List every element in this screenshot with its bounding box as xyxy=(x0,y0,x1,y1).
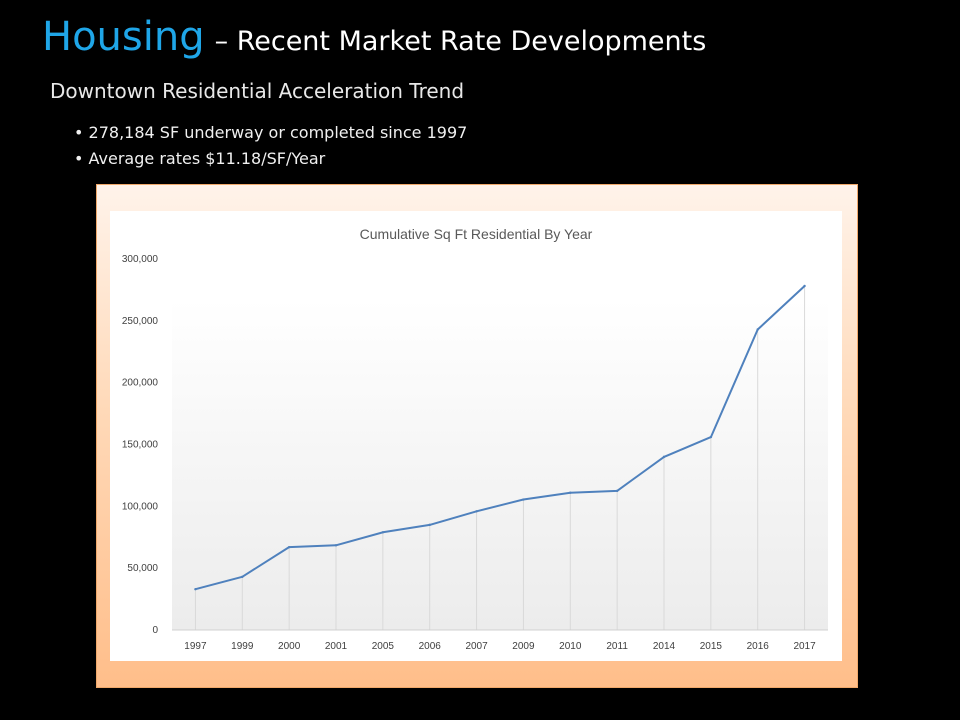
data-point xyxy=(522,498,525,501)
y-tick-label: 50,000 xyxy=(127,563,158,574)
bullet-item: 278,184 SF underway or completed since 1… xyxy=(74,120,468,146)
x-tick-label: 2010 xyxy=(559,641,582,652)
data-point xyxy=(615,489,619,493)
x-tick-label: 2011 xyxy=(606,641,628,652)
data-point xyxy=(287,545,291,549)
x-tick-label: 2006 xyxy=(419,641,442,652)
data-point xyxy=(194,587,197,591)
data-point xyxy=(662,455,666,459)
y-tick-label: 100,000 xyxy=(122,501,159,512)
y-tick-label: 200,000 xyxy=(122,378,159,389)
series-line xyxy=(195,285,806,591)
data-point xyxy=(381,531,385,534)
data-point xyxy=(756,328,759,331)
data-point xyxy=(803,284,806,288)
chart-frame: Cumulative Sq Ft Residential By Year 0 50… xyxy=(96,184,858,688)
data-point xyxy=(241,575,244,579)
chart-title: Cumulative Sq Ft Residential By Year xyxy=(360,226,593,242)
x-tick-label: 2005 xyxy=(372,641,395,652)
slide-title-main: Housing xyxy=(42,14,205,60)
x-tick-label: 1997 xyxy=(184,641,207,652)
data-point xyxy=(709,435,713,439)
x-tick-label: 2014 xyxy=(653,641,676,652)
data-point xyxy=(428,523,431,527)
slide-title-rest: – Recent Market Rate Developments xyxy=(214,26,707,57)
x-tick-label: 2001 xyxy=(325,641,348,652)
bullet-list: 278,184 SF underway or completed since 1… xyxy=(74,120,468,172)
data-point xyxy=(569,491,572,494)
x-tick-label: 2016 xyxy=(747,641,770,652)
y-tick-label: 250,000 xyxy=(122,316,159,327)
data-point xyxy=(334,544,338,547)
x-tick-label: 2000 xyxy=(278,641,301,652)
y-tick-label: 0 xyxy=(152,625,158,636)
line-chart: Cumulative Sq Ft Residential By Year 0 50… xyxy=(122,226,828,652)
bullet-item: Average rates $11.18/SF/Year xyxy=(74,146,467,172)
x-tick-label: 2007 xyxy=(465,641,488,652)
y-tick-label: 300,000 xyxy=(122,254,159,265)
x-tick-label: 1999 xyxy=(231,641,254,652)
slide-subtitle: Downtown Residential Acceleration Trend xyxy=(50,79,465,103)
plot-background xyxy=(172,299,828,630)
slide-title: Housing – Recent Market Rate Developments xyxy=(42,14,706,60)
x-tick-label: 2015 xyxy=(700,641,723,652)
data-point xyxy=(475,510,478,513)
chart-area: Cumulative Sq Ft Residential By Year 0 50… xyxy=(110,211,842,661)
y-tick-label: 150,000 xyxy=(122,440,159,451)
x-tick-label: 2017 xyxy=(793,641,816,652)
x-tick-label: 2009 xyxy=(512,641,535,652)
